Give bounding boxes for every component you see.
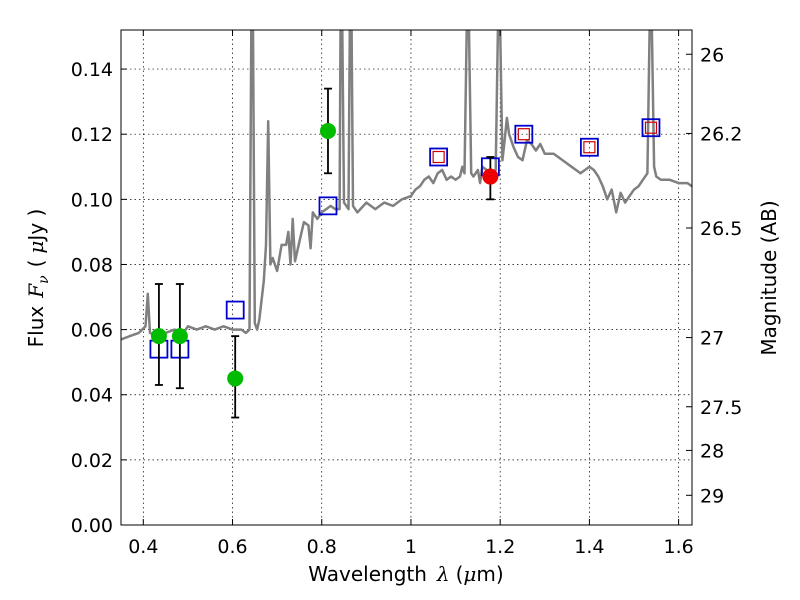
y-axis-label-left: FluxFν(μJy ) bbox=[24, 209, 52, 348]
observed-point-marker bbox=[319, 122, 336, 139]
y-tick-label: 0.12 bbox=[71, 124, 113, 146]
y-tick-label: 0.08 bbox=[71, 254, 113, 276]
right-tick-label: 26.2 bbox=[700, 123, 742, 145]
model-square-marker bbox=[641, 118, 661, 138]
right-tick-label: 28 bbox=[700, 440, 724, 462]
y-tick-label: 0.14 bbox=[71, 59, 113, 81]
data-point bbox=[227, 335, 244, 419]
ticks: 0.4 0.6 0.8 1 1.2 1.4 1.6 0.00 0.02 0.04 0.06 0.08 0… bbox=[71, 30, 742, 558]
right-tick-label: 29 bbox=[700, 485, 724, 507]
data-point bbox=[150, 283, 167, 386]
model-small-square-marker bbox=[644, 121, 658, 134]
spectrum-layer bbox=[121, 30, 692, 341]
marker-layer bbox=[149, 87, 661, 419]
right-tick-label: 27 bbox=[700, 328, 724, 350]
observed-point-marker bbox=[227, 370, 244, 387]
model-square-marker bbox=[579, 137, 599, 157]
right-tick-label: 26.5 bbox=[700, 218, 742, 240]
model-square-marker bbox=[514, 124, 534, 144]
model-small-square-marker bbox=[432, 150, 445, 164]
x-tick-label: 1.6 bbox=[664, 536, 694, 558]
model-square-marker bbox=[225, 300, 245, 320]
model-square-marker bbox=[318, 196, 338, 216]
data-point bbox=[171, 283, 188, 390]
x-axis-label: Wavelength λ (μm) bbox=[308, 562, 503, 586]
data-point bbox=[319, 87, 336, 175]
right-tick-label: 27.5 bbox=[700, 397, 742, 419]
observed-point-marker bbox=[171, 328, 188, 345]
x-tick-label: 0.8 bbox=[307, 536, 337, 558]
x-tick-label: 0.4 bbox=[128, 536, 158, 558]
y-tick-label: 0.04 bbox=[71, 385, 113, 407]
observed-point-marker bbox=[482, 168, 499, 185]
y-axis-label-right: Magnitude (AB) bbox=[757, 200, 781, 355]
y-tick-label: 0.00 bbox=[71, 515, 113, 537]
x-tick-label: 1.4 bbox=[574, 536, 604, 558]
x-tick-label: 0.6 bbox=[217, 536, 247, 558]
right-tick-label: 26 bbox=[700, 44, 724, 66]
model-small-square-marker bbox=[583, 141, 596, 154]
model-square-marker bbox=[429, 147, 449, 167]
y-tick-label: 0.06 bbox=[71, 320, 113, 342]
model-small-square-marker bbox=[517, 128, 530, 141]
plot-frame bbox=[120, 29, 693, 526]
x-tick-label: 1 bbox=[405, 536, 417, 558]
data-point bbox=[482, 156, 499, 201]
grid bbox=[121, 30, 692, 526]
y-tick-label: 0.10 bbox=[71, 189, 113, 211]
observed-point-marker bbox=[150, 328, 167, 345]
spectrum-line bbox=[121, 30, 692, 341]
x-tick-label: 1.2 bbox=[485, 536, 515, 558]
y-tick-label: 0.02 bbox=[71, 450, 113, 472]
